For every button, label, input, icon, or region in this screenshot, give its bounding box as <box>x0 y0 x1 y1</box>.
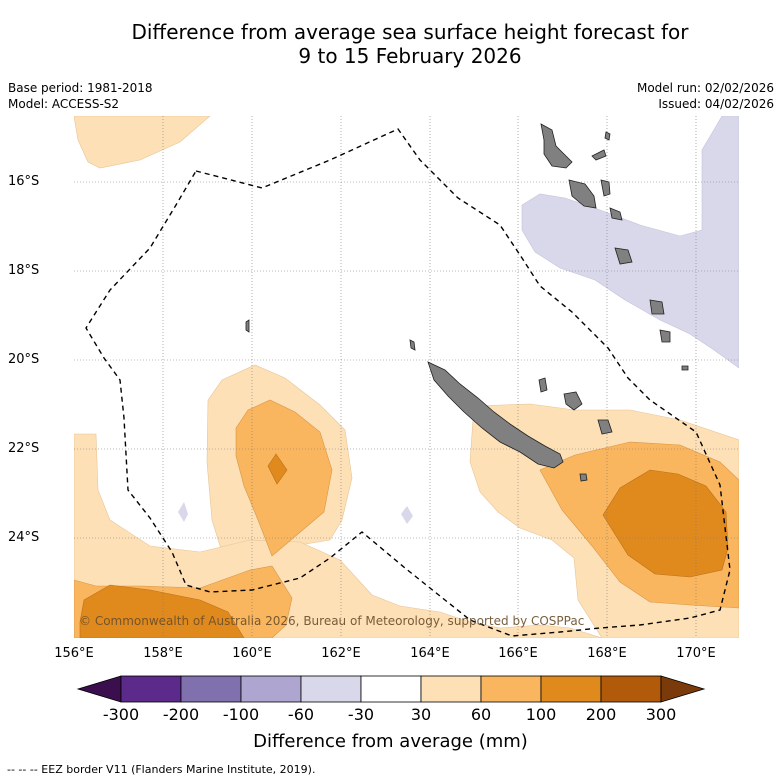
colorbar-segment-3 <box>240 675 302 703</box>
colorbar-tick-30: 30 <box>410 705 432 724</box>
issued-date: Issued: 04/02/2026 <box>658 97 774 111</box>
colorbar-extend-low <box>76 675 122 703</box>
gridlines <box>74 116 739 638</box>
positive-region-north <box>74 116 211 169</box>
model-name: Model: ACCESS-S2 <box>8 97 120 111</box>
colorbar-segment-4 <box>300 675 362 703</box>
positive-100-east <box>602 469 729 578</box>
eez-border <box>85 128 731 637</box>
colorbar-tick-minus-300: -300 <box>102 705 140 724</box>
longitude-label-162e: 162°E <box>321 646 361 661</box>
negative-anomaly-region <box>521 116 739 369</box>
positive-100-central-spot <box>267 453 288 485</box>
longitude-label-170e: 170°E <box>676 646 716 661</box>
isle-of-pines <box>579 473 588 482</box>
longitude-label-168e: 168°E <box>587 646 627 661</box>
colorbar-tick-minus-30: -30 <box>347 705 375 724</box>
copyright-notice: © Commonwealth of Australia 2026, Bureau… <box>79 614 585 628</box>
colorbar-label: Difference from average (mm) <box>253 731 528 752</box>
loyalty-island-3 <box>538 377 548 393</box>
colorbar-tick-minus-200: -200 <box>162 705 200 724</box>
vanuatu-island-4 <box>600 179 611 197</box>
colorbar-segment-8 <box>540 675 602 703</box>
longitude-label-156e: 156°E <box>54 646 94 661</box>
latitude-label-24s: 24°S <box>8 530 40 545</box>
vanuatu-island-3 <box>591 149 607 161</box>
vanuatu-island-8 <box>659 329 671 343</box>
vanuatu-island-1 <box>540 123 573 169</box>
loyalty-island-1 <box>563 391 583 411</box>
latitude-label-22s: 22°S <box>8 441 40 456</box>
small-islet-1 <box>245 319 250 333</box>
longitude-label-160e: 160°E <box>232 646 272 661</box>
vanuatu-island-7 <box>649 299 665 315</box>
colorbar-tick-minus-100: -100 <box>222 705 260 724</box>
new-caledonia-island <box>427 361 564 469</box>
model-run: Model run: 02/02/2026 <box>636 81 774 95</box>
land-masses <box>245 123 689 482</box>
colorbar-segment-9 <box>600 675 662 703</box>
longitude-label-166e: 166°E <box>498 646 538 661</box>
vanuatu-island-9 <box>604 131 611 141</box>
anomaly-contours <box>74 116 739 638</box>
base-period: Base period: 1981-2018 <box>8 81 153 95</box>
colorbar-segment-5 <box>360 675 422 703</box>
positive-60-central <box>235 399 333 557</box>
title-line-1: Difference from average sea surface heig… <box>131 20 689 44</box>
small-islet-2 <box>409 339 416 351</box>
colorbar-segment-6 <box>420 675 482 703</box>
vanuatu-island-6 <box>614 247 633 265</box>
positive-100-southwest <box>79 584 245 638</box>
negative-spot-west <box>178 502 188 522</box>
colorbar-segment-7 <box>480 675 542 703</box>
colorbar-tick-300: 300 <box>645 705 677 724</box>
colorbar-tick-minus-60: -60 <box>287 705 315 724</box>
latitude-label-18s: 18°S <box>8 263 40 278</box>
colorbar-segment-2 <box>180 675 242 703</box>
colorbar-tick-200: 200 <box>585 705 617 724</box>
eez-legend: -- -- -- EEZ border V11 (Flanders Marine… <box>7 763 316 776</box>
loyalty-island-2 <box>597 419 613 435</box>
vanuatu-island-2 <box>568 179 597 209</box>
small-islet-3 <box>681 365 689 371</box>
latitude-label-16s: 16°S <box>8 174 40 189</box>
title-line-2: 9 to 15 February 2026 <box>298 44 522 68</box>
negative-spot-central <box>401 506 413 524</box>
longitude-label-158e: 158°E <box>143 646 183 661</box>
longitude-label-164e: 164°E <box>410 646 450 661</box>
colorbar-tick-100: 100 <box>525 705 557 724</box>
colorbar-tick-60: 60 <box>470 705 492 724</box>
colorbar-extend-high <box>660 675 706 703</box>
latitude-label-20s: 20°S <box>8 352 40 367</box>
vanuatu-island-5 <box>609 207 623 221</box>
colorbar-segment-1 <box>120 675 182 703</box>
